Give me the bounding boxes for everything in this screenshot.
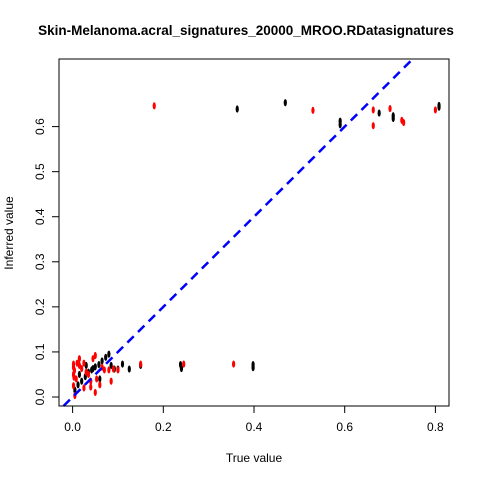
data-point	[82, 384, 86, 392]
data-point	[182, 360, 186, 368]
data-point	[371, 106, 375, 114]
x-axis-label: True value	[226, 451, 283, 465]
data-point	[93, 388, 97, 397]
data-point	[102, 366, 106, 374]
data-point	[104, 353, 108, 361]
y-tick-label: 0.6	[33, 118, 47, 135]
y-tick-label: 0.1	[33, 343, 47, 360]
data-point	[120, 360, 125, 368]
x-tick-label: 0.2	[155, 420, 172, 434]
data-point	[98, 375, 102, 383]
x-tick-label: 0.6	[336, 420, 353, 434]
data-point	[179, 364, 184, 373]
data-point	[89, 383, 93, 391]
data-point	[437, 103, 441, 111]
chart-title: Skin-Melanoma.acral_signatures_20000_MRO…	[38, 23, 454, 38]
data-marks	[71, 99, 441, 400]
x-tick-label: 0.8	[427, 420, 444, 434]
data-point	[139, 360, 143, 368]
y-tick-label: 0.3	[33, 253, 47, 270]
data-point	[371, 122, 375, 130]
data-point	[107, 366, 111, 374]
data-point	[77, 370, 82, 379]
data-point	[283, 99, 287, 107]
data-point	[377, 109, 381, 117]
data-point	[311, 106, 315, 114]
data-point	[71, 382, 76, 390]
data-point	[109, 361, 113, 370]
data-point	[93, 351, 97, 360]
data-point	[388, 104, 392, 113]
data-point	[231, 360, 236, 368]
data-point	[235, 105, 239, 113]
data-point	[116, 366, 120, 374]
data-point	[82, 359, 86, 367]
data-point	[77, 355, 82, 363]
y-tick-label: 0.5	[33, 163, 47, 180]
data-point	[91, 364, 95, 373]
data-point	[97, 360, 101, 369]
data-point	[391, 114, 395, 123]
data-point	[98, 381, 102, 389]
data-point	[95, 375, 99, 383]
data-point	[100, 357, 104, 365]
y-tick-label: 0.4	[33, 208, 47, 225]
axes: 0.0 0.2 0.4 0.6 0.8 0.0 0.1 0.2 0.3 0.4 0.5 0.6	[33, 118, 444, 434]
data-point	[251, 364, 255, 372]
data-point	[80, 377, 84, 385]
data-point	[111, 365, 116, 373]
x-tick-label: 0.0	[64, 420, 81, 434]
y-tick-label: 0.0	[33, 388, 47, 405]
x-tick-label: 0.4	[246, 420, 263, 434]
plot-frame	[58, 58, 450, 407]
data-point	[107, 350, 111, 358]
data-point	[338, 121, 342, 129]
y-tick-label: 0.2	[33, 298, 47, 315]
data-point	[109, 377, 113, 385]
reference-line	[62, 58, 414, 407]
data-point	[86, 370, 91, 379]
data-point	[80, 364, 84, 373]
data-point	[76, 381, 80, 389]
reference-line-layer	[62, 58, 414, 407]
data-point	[152, 102, 156, 110]
data-point	[433, 106, 437, 114]
data-point	[402, 118, 406, 127]
data-point	[127, 365, 131, 373]
y-axis-label: Inferred value	[2, 196, 16, 270]
data-point	[74, 375, 78, 383]
